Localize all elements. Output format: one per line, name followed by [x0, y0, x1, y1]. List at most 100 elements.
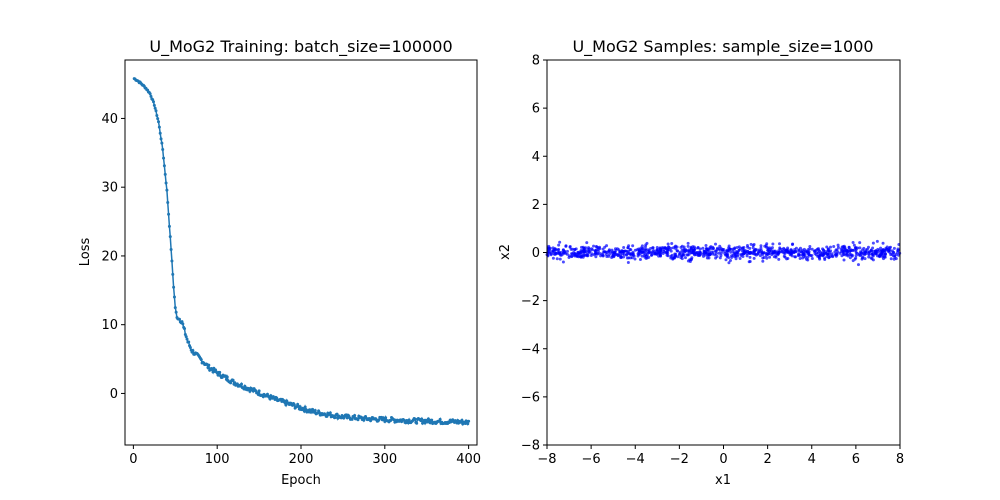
sample-point — [570, 252, 574, 256]
sample-point — [655, 245, 659, 249]
sample-point — [691, 245, 695, 249]
sample-point — [808, 245, 812, 249]
sample-point — [759, 246, 763, 250]
sample-point — [682, 245, 686, 249]
sample-point — [637, 249, 641, 253]
samples-y-tick-label: −2 — [521, 294, 540, 309]
training-loss-point — [428, 421, 432, 425]
sample-point — [643, 245, 647, 249]
samples-ticks: −8 −6 −4 −2 0 2 4 6 8 −8 −6 −4 −2 0 2 4 6 8 — [521, 54, 904, 468]
sample-point — [824, 250, 828, 254]
training-loss-point — [463, 421, 467, 425]
sample-point — [765, 256, 769, 260]
sample-point — [787, 250, 791, 254]
sample-point — [693, 247, 697, 251]
training-loss-point — [153, 106, 157, 110]
sample-point — [821, 247, 825, 251]
sample-point — [547, 246, 551, 250]
sample-point — [871, 241, 875, 245]
sample-point — [594, 255, 598, 259]
sample-point — [724, 258, 728, 262]
sample-point — [854, 256, 858, 260]
samples-y-tick-label: 0 — [532, 246, 540, 261]
sample-point — [751, 246, 755, 250]
sample-point — [836, 243, 840, 247]
sample-point — [864, 248, 868, 252]
samples-x-tick-label: 0 — [719, 452, 727, 467]
sample-point — [800, 248, 804, 252]
sample-point — [829, 245, 833, 249]
samples-y-tick-label: 8 — [532, 54, 540, 69]
sample-point — [870, 257, 874, 261]
training-loss-y-tick-label: 20 — [101, 249, 118, 264]
sample-point — [808, 247, 812, 251]
sample-point — [782, 249, 786, 253]
sample-point — [858, 246, 862, 250]
training-loss-point — [170, 259, 174, 263]
sample-point — [655, 248, 659, 252]
training-loss-point — [285, 399, 289, 403]
sample-point — [862, 246, 866, 250]
sample-point — [568, 254, 572, 258]
sample-point — [827, 256, 831, 260]
sample-point — [691, 248, 695, 252]
sample-point — [878, 254, 882, 258]
training-loss-point — [161, 147, 165, 151]
sample-point — [851, 259, 855, 263]
sample-point — [719, 251, 723, 255]
sample-point — [645, 241, 649, 245]
training-loss-point — [183, 327, 187, 331]
sample-point — [701, 246, 705, 250]
sample-point — [689, 258, 693, 262]
sample-point — [858, 241, 862, 245]
samples-y-tick-label: −6 — [521, 390, 540, 405]
samples-y-tick-label: 6 — [532, 102, 540, 117]
training-loss-point — [384, 416, 388, 420]
sample-point — [823, 256, 827, 260]
sample-point — [861, 255, 865, 259]
sample-point — [680, 254, 684, 258]
sample-point — [812, 249, 816, 253]
sample-point — [638, 257, 642, 261]
sample-point — [684, 248, 688, 252]
sample-point — [708, 247, 712, 251]
sample-point — [587, 249, 591, 253]
training-loss-point — [298, 405, 302, 409]
sample-point — [745, 254, 749, 258]
sample-point — [764, 254, 768, 258]
sample-point — [761, 253, 765, 257]
sample-point — [679, 245, 683, 249]
samples-x-tick-label: 6 — [852, 452, 860, 467]
sample-point — [758, 254, 762, 258]
training-loss-x-tick-label: 400 — [456, 452, 481, 467]
sample-point — [585, 241, 589, 245]
sample-point — [838, 251, 842, 255]
samples-y-tick-label: 4 — [532, 150, 540, 165]
sample-point — [869, 248, 873, 252]
sample-point — [756, 248, 760, 252]
training-loss-ticks: 0 100 200 300 400 0 10 20 30 40 — [101, 112, 481, 467]
sample-point — [890, 249, 894, 253]
sample-point — [806, 258, 810, 262]
sample-point — [719, 254, 723, 258]
sample-point — [625, 256, 629, 260]
sample-point — [860, 251, 864, 255]
sample-point — [867, 253, 871, 257]
samples-y-tick-label: −4 — [521, 342, 540, 357]
sample-point — [657, 254, 661, 258]
training-loss-point — [173, 306, 177, 310]
training-loss-point — [157, 120, 161, 124]
training-loss-point — [157, 125, 161, 129]
sample-point — [582, 249, 586, 253]
training-loss-point — [225, 375, 229, 379]
training-loss-point — [174, 310, 178, 314]
sample-point — [818, 249, 822, 253]
training-loss-point — [420, 417, 424, 421]
sample-point — [645, 253, 649, 257]
training-loss-point — [303, 405, 307, 409]
sample-point — [602, 250, 606, 254]
training-loss-point — [185, 337, 189, 341]
sample-point — [748, 255, 752, 259]
sample-point — [856, 263, 860, 267]
